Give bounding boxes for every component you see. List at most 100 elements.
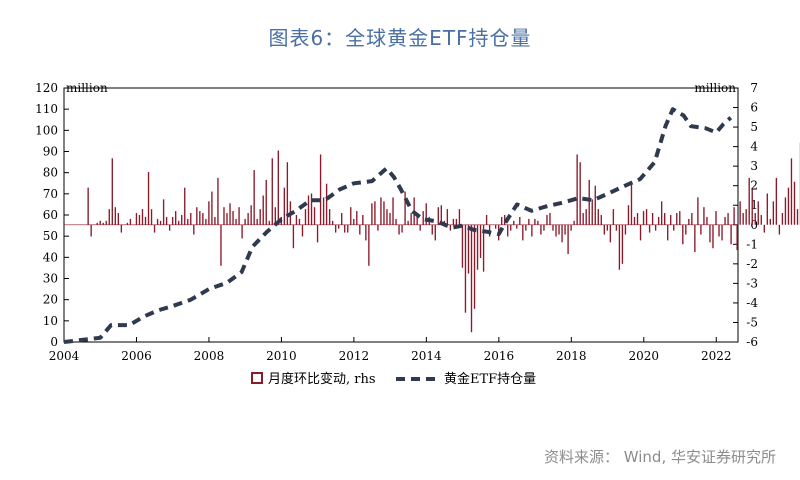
bar — [307, 195, 310, 225]
x-tick-label: 2022 — [701, 349, 732, 363]
bar — [359, 224, 361, 235]
x-tick-label: 2006 — [121, 349, 152, 363]
bar — [670, 215, 672, 225]
source-note: 资料来源： Wind, 华安证券研究所 — [543, 448, 776, 466]
bar — [667, 224, 669, 241]
bar — [404, 191, 406, 225]
left-tick-label: 50 — [43, 229, 58, 243]
bar — [383, 201, 385, 225]
bar — [341, 213, 343, 225]
bar — [410, 213, 412, 225]
bar — [362, 215, 364, 225]
bar — [168, 224, 171, 231]
bar — [730, 224, 732, 245]
left-tick-label: 30 — [43, 272, 58, 286]
x-tick-label: 2018 — [556, 349, 587, 363]
bar — [642, 211, 645, 225]
bar — [96, 222, 98, 225]
bar — [178, 220, 180, 225]
bar — [645, 209, 648, 225]
bar — [516, 224, 518, 229]
bar — [585, 209, 587, 225]
x-tick-label: 2004 — [49, 349, 80, 363]
bar — [419, 224, 421, 231]
bar — [111, 158, 113, 225]
bar — [694, 224, 696, 253]
right-axis-label: million — [694, 81, 736, 95]
right-tick-label: -6 — [746, 335, 758, 349]
bar — [570, 224, 572, 231]
right-tick-label: -1 — [746, 237, 758, 251]
bar — [482, 224, 485, 272]
left-tick-label: 100 — [35, 123, 58, 137]
bar — [724, 216, 726, 225]
bar — [676, 213, 678, 225]
bar — [407, 220, 409, 225]
bar — [437, 207, 439, 225]
bar — [654, 224, 657, 231]
bar — [262, 195, 264, 225]
bar — [193, 224, 195, 235]
bar — [253, 170, 255, 225]
bar — [591, 199, 593, 225]
bar — [368, 224, 370, 266]
bar — [525, 224, 527, 231]
bar — [727, 213, 729, 225]
left-tick-label: 10 — [43, 314, 58, 328]
x-tick-label: 2010 — [266, 349, 297, 363]
bar — [153, 224, 156, 233]
bar — [365, 224, 367, 241]
bar — [344, 224, 346, 233]
bar — [564, 224, 566, 235]
bar — [594, 185, 596, 225]
bar — [721, 224, 723, 241]
bar — [99, 220, 101, 225]
right-tick-label: 7 — [750, 81, 758, 95]
bar — [268, 220, 270, 225]
bar — [229, 203, 231, 225]
bar — [664, 213, 666, 225]
bar — [250, 205, 252, 225]
bar — [165, 216, 168, 225]
bar — [706, 216, 708, 225]
bar — [476, 224, 479, 270]
right-tick-label: -3 — [746, 276, 758, 290]
bar — [745, 209, 747, 225]
bar — [555, 224, 557, 237]
bar — [386, 209, 388, 225]
right-tick-label: -4 — [746, 296, 758, 310]
bar — [618, 224, 621, 270]
left-tick-label: 60 — [43, 208, 58, 222]
x-tick-label: 2008 — [194, 349, 225, 363]
bar — [380, 197, 382, 225]
bar — [473, 224, 476, 309]
bar — [552, 224, 554, 231]
bar — [485, 215, 488, 225]
bar — [718, 224, 720, 237]
bar — [458, 209, 461, 225]
bar — [778, 224, 781, 235]
bar — [612, 209, 615, 225]
legend-line-label: 黄金ETF持仓量 — [444, 371, 536, 387]
bar — [781, 213, 784, 225]
bar — [235, 218, 237, 225]
bar — [757, 201, 759, 225]
bar — [401, 224, 403, 233]
bar — [549, 213, 551, 225]
bar — [609, 224, 612, 243]
bar — [446, 209, 449, 225]
bar — [790, 158, 793, 225]
bar — [621, 224, 624, 264]
bar — [567, 224, 569, 255]
bar — [389, 213, 391, 225]
bar — [597, 209, 599, 225]
bar — [102, 222, 104, 225]
bar — [217, 177, 219, 225]
bar — [754, 213, 756, 225]
bar — [679, 211, 681, 225]
legend-bar-swatch — [251, 372, 263, 384]
bar — [331, 220, 334, 225]
bar — [660, 201, 663, 225]
bar — [147, 172, 150, 225]
